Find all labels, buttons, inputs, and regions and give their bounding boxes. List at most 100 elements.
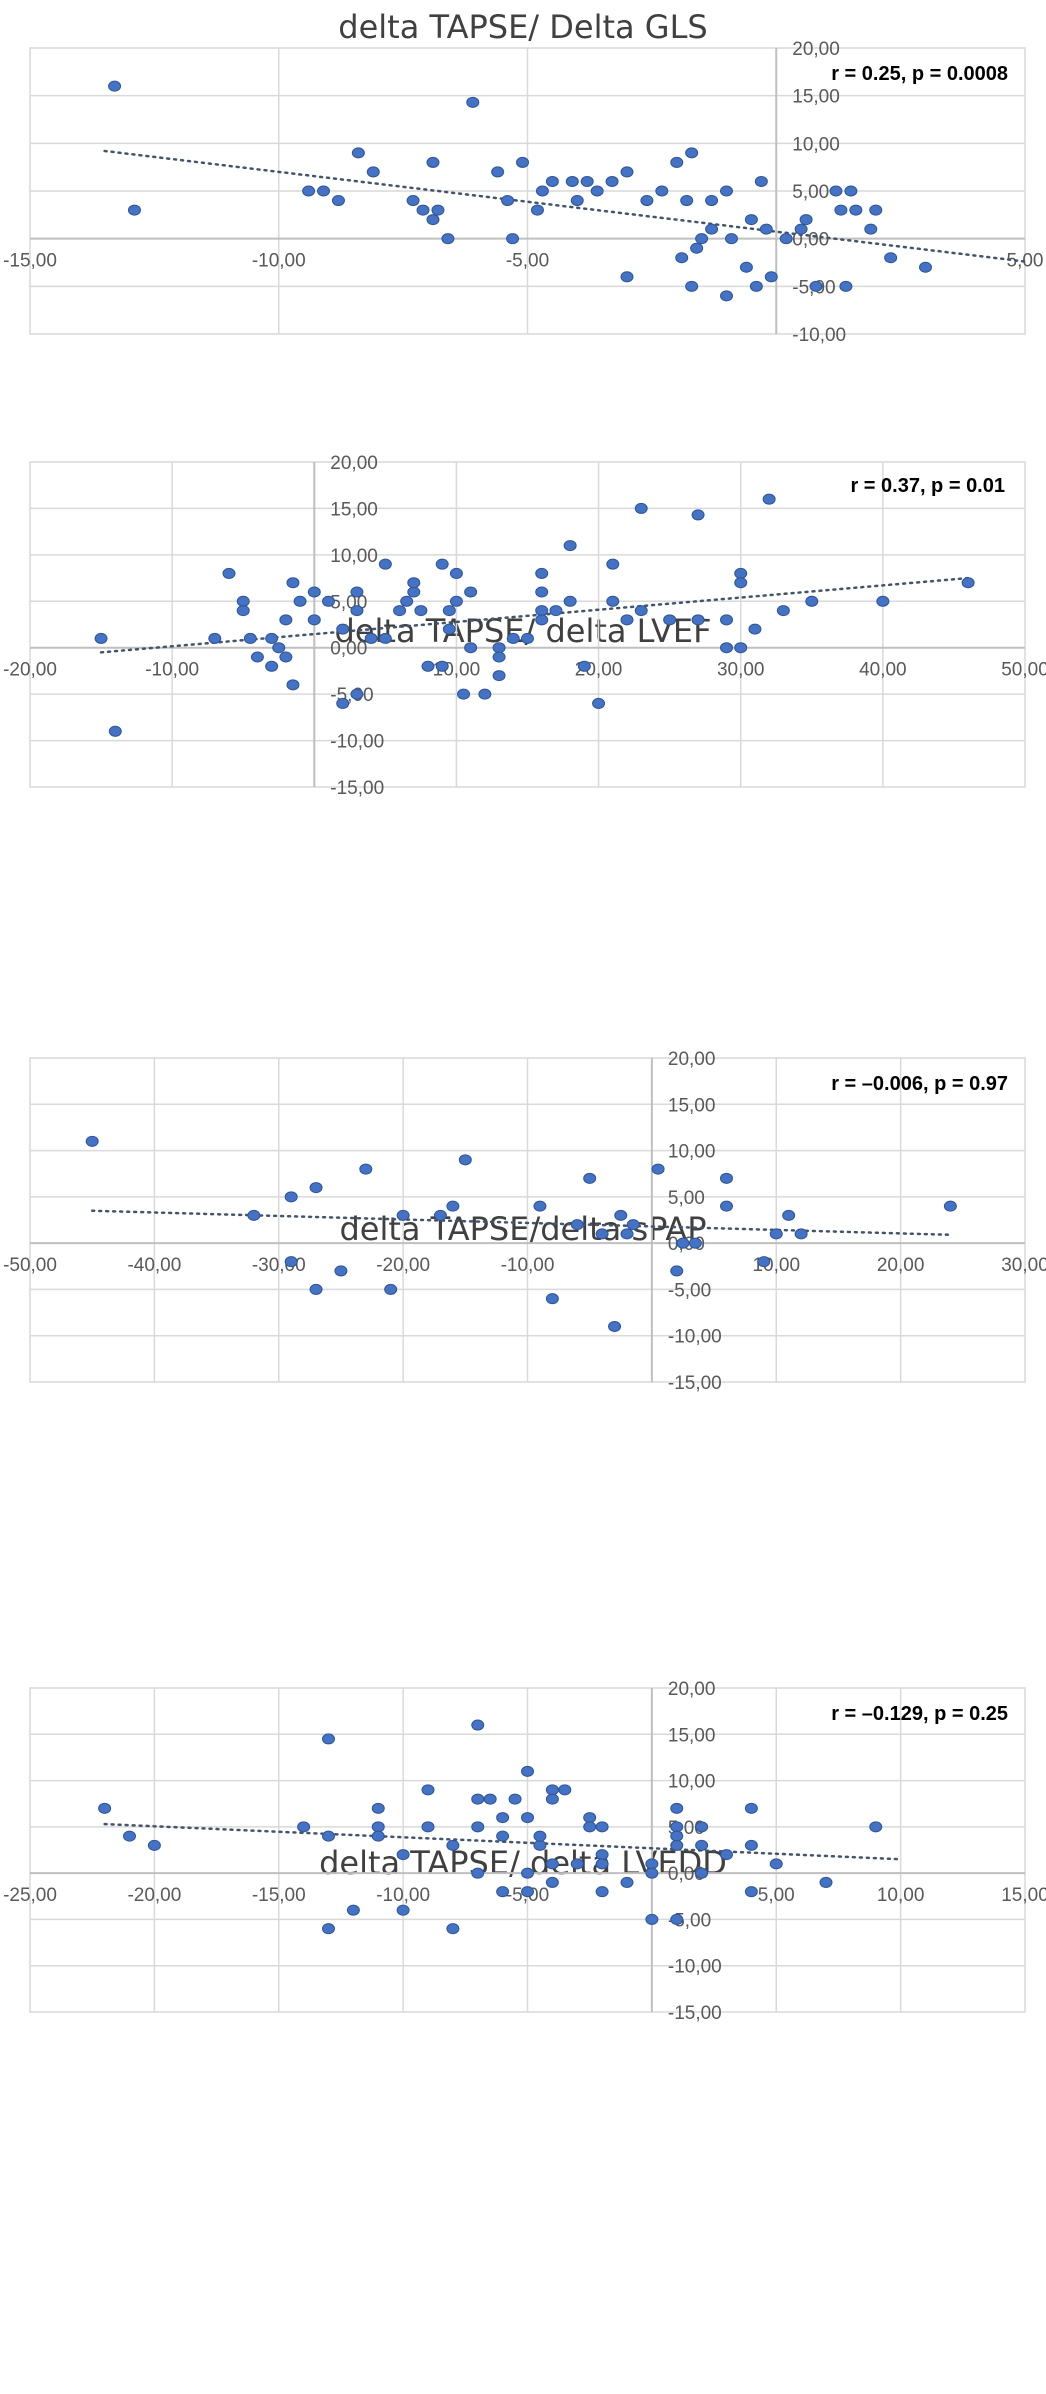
y-tick-label: 15,00 [668,1725,716,1746]
data-point [764,271,778,283]
x-tick-label: 10,00 [877,1885,925,1906]
data-point [849,204,863,216]
data-point [265,632,279,644]
data-point [592,697,606,709]
data-point [446,1923,460,1935]
data-point [378,632,392,644]
data-point [322,1830,335,1842]
data-point [530,204,544,216]
data-point [549,605,563,617]
data-point [236,605,250,617]
data-point [533,1839,547,1851]
x-tick-label: -20,00 [3,660,57,681]
data-point [441,233,455,245]
data-point [834,204,848,216]
data-point [442,623,456,635]
data-point [98,1802,112,1814]
data-point [371,1802,385,1814]
data-point [458,1154,472,1166]
data-point [608,1320,622,1332]
plot-area [29,461,1026,788]
data-point [406,195,420,207]
data-point [829,185,843,197]
data-point [634,502,648,514]
y-tick-label: -10,00 [792,325,846,346]
data-point [724,233,738,245]
data-point [577,660,591,672]
data-point [496,1830,510,1842]
data-point [407,577,421,589]
data-point [748,623,762,635]
data-point [492,651,506,663]
data-point [563,595,577,607]
data-point [580,175,594,187]
data-point [378,558,392,570]
y-tick-label: 10,00 [668,1142,716,1163]
data-point [421,1784,435,1796]
data-point [501,195,515,207]
y-tick-label: 10,00 [668,1772,716,1793]
data-point [620,1228,634,1240]
data-point [449,567,463,579]
data-point [521,1812,534,1824]
correlation-annotation: r = 0.37, p = 0.01 [850,475,1005,497]
x-tick-label: -20,00 [127,1885,181,1906]
data-point [754,175,768,187]
data-point [590,185,604,197]
data-point [663,614,677,626]
data-point [734,577,748,589]
data-point [108,725,122,737]
data-point [695,233,709,245]
data-point [286,577,300,589]
data-point [744,214,758,226]
data-point [265,660,279,672]
data-point [416,204,430,216]
data-point [478,688,492,700]
data-point [483,1793,497,1805]
x-tick-label: 40,00 [859,660,907,681]
data-point [670,1830,684,1842]
data-point [869,204,883,216]
data-point [690,242,704,254]
x-tick-label: -10,00 [145,660,199,681]
y-tick-label: 15,00 [792,87,840,108]
data-point [655,185,669,197]
data-point [446,1839,460,1851]
trend-line [99,576,970,654]
data-point [393,605,407,617]
data-point [435,660,449,672]
trend-line [103,1822,902,1861]
data-point [570,1858,584,1870]
data-point [744,1802,758,1814]
data-point [350,605,364,617]
data-point [208,632,222,644]
data-point [779,233,793,245]
x-tick-label: 30,00 [1001,1255,1046,1276]
data-point [336,697,350,709]
y-tick-label: 10,00 [792,134,840,155]
data-point [359,1163,373,1175]
data-point [284,1191,298,1203]
data-point [691,509,705,521]
data-point [739,261,753,273]
y-tick-label: -5,00 [668,1280,711,1301]
y-tick-label: 20,00 [330,453,378,474]
data-point [307,614,321,626]
data-point [769,1858,783,1870]
data-point [108,80,122,92]
y-tick-label: -15,00 [668,2003,722,2024]
data-point [762,493,776,505]
data-point [545,1784,559,1796]
data-point [535,185,549,197]
data-point [535,567,549,579]
data-point [545,175,559,187]
data-point [595,1849,609,1861]
data-point [279,614,293,626]
data-point [243,632,257,644]
data-point [250,651,264,663]
data-point [734,642,748,654]
data-point [864,223,878,235]
data-point [595,1821,609,1833]
data-point [293,595,307,607]
x-tick-label: 30,00 [717,660,765,681]
